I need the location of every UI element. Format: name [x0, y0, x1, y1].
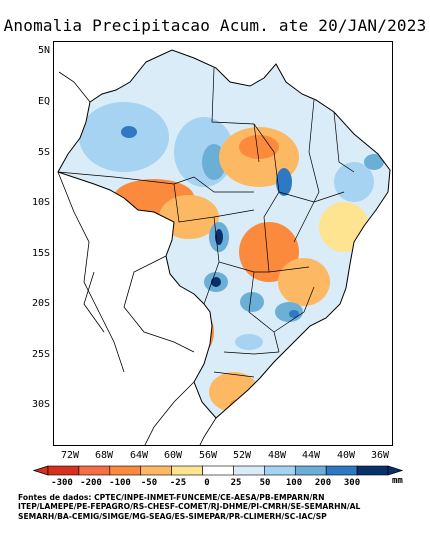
- brazil-anomaly-map: [57, 49, 391, 445]
- lat-label-25s: 25S: [31, 349, 50, 360]
- colorbar-label: -50: [140, 478, 158, 488]
- country-borders: [57, 71, 217, 445]
- data-sources: Fontes de dados: CPTEC/INPE-INMET-FUNCEM…: [18, 493, 428, 521]
- lon-label-40w: 40W: [336, 450, 356, 461]
- colorbar-segment: [264, 465, 296, 476]
- lat-label-15s: 15S: [31, 248, 50, 259]
- colorbar-label: 200: [314, 478, 332, 488]
- sources-line: SEMARH/BA-CEMIG/SIMGE/MG-SEAG/ES-SIMEPAR…: [18, 511, 327, 521]
- colorbar-label: -200: [80, 478, 102, 488]
- colorbar-segment: [356, 465, 389, 476]
- colorbar-arrow-right: [387, 465, 404, 476]
- sources-line: Fontes de dados: CPTEC/INPE-INMET-FUNCEM…: [18, 493, 325, 502]
- lon-label-68w: 68W: [94, 450, 114, 461]
- map-frame: [53, 41, 393, 446]
- colorbar-segment: [171, 465, 203, 476]
- lat-label-5n: 5N: [37, 45, 50, 56]
- sources-line: ITEP/LAMEPE/PE-FEPAGRO/RS-CHESF-COMET/RJ…: [18, 502, 361, 512]
- colorbar-segment: [233, 465, 265, 476]
- lon-label-60w: 60W: [163, 450, 183, 461]
- lat-label-30s: 30S: [31, 399, 50, 410]
- colorbar: [32, 465, 404, 476]
- lat-label-20s: 20S: [31, 298, 50, 309]
- colorbar-label: 0: [204, 478, 210, 488]
- colorbar-segment: [202, 465, 234, 476]
- lon-label-36w: 36W: [370, 450, 390, 461]
- colorbar-segment: [294, 465, 327, 476]
- lat-label-5s: 5S: [37, 147, 50, 158]
- lon-label-56w: 56W: [198, 450, 218, 461]
- lon-label-72w: 72W: [60, 450, 80, 461]
- lon-label-52w: 52W: [232, 450, 252, 461]
- colorbar-label: 300: [343, 478, 361, 488]
- colorbar-label: -300: [51, 478, 73, 488]
- colorbar-label: 25: [230, 478, 242, 488]
- colorbar-segment: [140, 465, 172, 476]
- lon-label-44w: 44W: [301, 450, 321, 461]
- colorbar-segment: [47, 465, 80, 476]
- colorbar-arrow-left: [32, 465, 49, 476]
- lat-label-eq: EQ: [37, 96, 50, 107]
- colorbar-label: 50: [259, 478, 271, 488]
- brazil-outline: [57, 49, 391, 419]
- anomaly-shading: [58, 50, 390, 418]
- colorbar-segment: [109, 465, 142, 476]
- lon-label-48w: 48W: [267, 450, 287, 461]
- colorbar-label: -100: [109, 478, 131, 488]
- state-borders: [57, 67, 355, 378]
- colorbar-label: 100: [285, 478, 303, 488]
- colorbar-label: -25: [169, 478, 187, 488]
- colorbar-segment: [78, 465, 111, 476]
- colorbar-unit: mm: [392, 476, 403, 486]
- colorbar-segment: [325, 465, 358, 476]
- map-title: Anomalia Precipitacao Acum. ate 20/JAN/2…: [3, 16, 427, 35]
- lat-label-10s: 10S: [31, 197, 50, 208]
- lon-label-64w: 64W: [129, 450, 149, 461]
